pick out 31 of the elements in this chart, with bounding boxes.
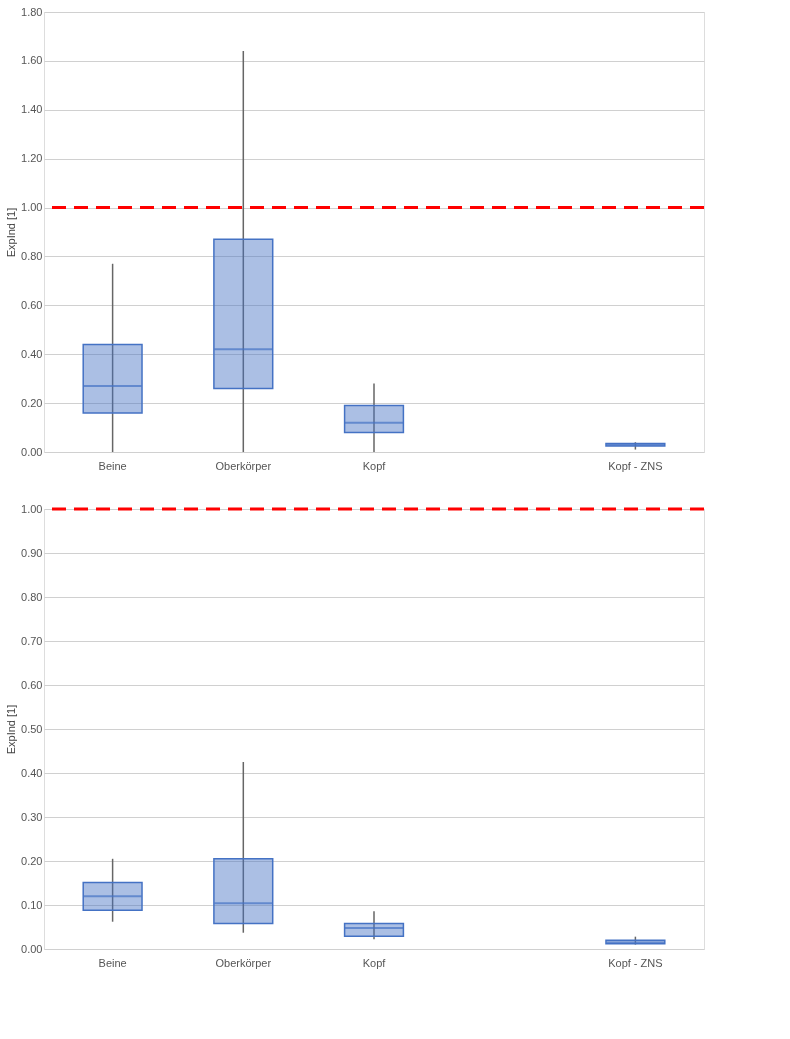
- y-tick-label: 0.00: [21, 942, 43, 955]
- y-tick-label: 1.80: [21, 5, 43, 18]
- y-tick-label: 1.00: [21, 502, 43, 515]
- y-tick-label: 0.80: [21, 590, 43, 603]
- y-tick-label: 0.90: [21, 546, 43, 559]
- x-tick-label: Kopf: [362, 459, 387, 472]
- y-tick-label: 0.00: [21, 445, 43, 458]
- x-tick-label: Beine: [98, 459, 127, 472]
- x-tick-label: Kopf: [362, 956, 387, 969]
- y-tick-label: 1.00: [21, 201, 43, 214]
- y-tick-label: 0.60: [21, 678, 43, 691]
- y-tick-label: 1.60: [21, 54, 43, 67]
- y-axis-title: ExpInd [1]: [5, 704, 18, 755]
- x-tick-label: Kopf - ZNS: [608, 956, 663, 969]
- y-tick-label: 0.40: [21, 347, 43, 360]
- y-tick-label: 0.20: [21, 396, 43, 409]
- y-tick-label: 1.20: [21, 152, 43, 165]
- y-tick-label: 0.60: [21, 298, 43, 311]
- x-tick-label: Oberkörper: [215, 459, 272, 472]
- y-tick-label: 0.30: [21, 810, 43, 823]
- y-tick-label: 0.10: [21, 898, 43, 911]
- y-tick-label: 0.20: [21, 854, 43, 867]
- x-tick-label: Beine: [98, 956, 127, 969]
- y-tick-label: 0.40: [21, 766, 43, 779]
- x-tick-label: Oberkörper: [215, 956, 272, 969]
- y-tick-label: 0.50: [21, 722, 43, 735]
- y-axis-title: ExpInd [1]: [5, 207, 18, 258]
- y-tick-label: 0.70: [21, 634, 43, 647]
- y-tick-label: 0.80: [21, 249, 43, 262]
- x-tick-label: Kopf - ZNS: [608, 459, 663, 472]
- y-tick-label: 1.40: [21, 103, 43, 116]
